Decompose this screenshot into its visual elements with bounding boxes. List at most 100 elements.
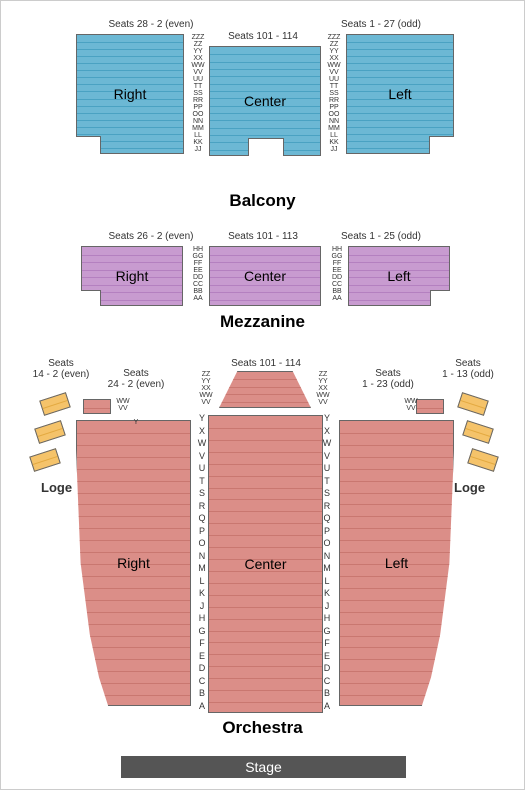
row-label-mezzanine-right-HH: HH [327,246,347,253]
row-label-balcony-left-OO: OO [188,111,208,118]
balcony-right-label: Right [114,86,147,102]
row-label-mezzanine-left-HH: HH [188,246,208,253]
row-label-orch-zz-left-ZZ: ZZ [196,371,216,378]
row-label-mezzanine-left-DD: DD [188,274,208,281]
row-label-balcony-right-SS: SS [324,90,344,97]
row-label-mezzanine-left-FF: FF [188,260,208,267]
balcony-center[interactable]: Center [209,46,321,156]
row-label-orch-main-right-Y: Y [321,415,333,422]
row-label-mezzanine-right-DD: DD [327,274,347,281]
row-label-balcony-right-ZZZ: ZZZ [324,34,344,41]
row-label-orch-main-right-H: H [321,615,333,622]
row-label-orch-main-right-W: W [321,440,333,447]
mezzanine-right-label: Right [116,268,149,284]
row-label-balcony-right-XX: XX [324,55,344,62]
seat-label-mezzanine-0: Seats 26 - 2 (even) [101,231,201,242]
balcony-center-label: Center [244,93,286,109]
loge-right-1[interactable] [462,420,494,444]
row-label-balcony-left-KK: KK [188,139,208,146]
row-label-orch-ww-left-WW: WW [113,398,133,405]
mezzanine-left-label: Left [387,268,410,284]
row-label-mezzanine-left-AA: AA [188,295,208,302]
row-label-balcony-left-UU: UU [188,76,208,83]
row-label-orch-main-left-N: N [196,553,208,560]
row-label-orch-main-left-T: T [196,478,208,485]
row-label-balcony-left-LL: LL [188,132,208,139]
row-label-balcony-left-ZZ: ZZ [188,41,208,48]
row-label-balcony-right-KK: KK [324,139,344,146]
orchestra-left-label: Left [385,555,408,571]
row-label-mezzanine-left-CC: CC [188,281,208,288]
row-label-orch-main-left-W: W [196,440,208,447]
row-label-balcony-left-YY: YY [188,48,208,55]
loge-label-right: Loge [454,480,485,495]
row-label-orch-main-left-B: B [196,690,208,697]
row-label-balcony-right-MM: MM [324,125,344,132]
row-label-orch-main-right-J: J [321,603,333,610]
row-label-orch-main-right-L: L [321,578,333,585]
mezzanine-right[interactable]: Right [81,246,183,306]
row-label-balcony-left-JJ: JJ [188,146,208,153]
orchestra-right[interactable]: Right [76,420,191,706]
row-label-orch-main-left-J: J [196,603,208,610]
row-label-orch-main-left-D: D [196,665,208,672]
row-label-orch-main-left-V: V [196,453,208,460]
row-label-orch-zz-right-WW: WW [313,392,333,399]
row-label-orch-main-right-V: V [321,453,333,460]
row-label-orch-main-left-F: F [196,640,208,647]
row-label-orch-main-left-M: M [196,565,208,572]
row-label-orch-main-right-C: C [321,678,333,685]
seat-label-orchestra-0: Seats 14 - 2 (even) [29,358,93,380]
row-label-mezzanine-left-GG: GG [188,253,208,260]
row-label-orch-main-left-K: K [196,590,208,597]
orchestra-center-rear[interactable] [219,371,311,408]
seat-label-balcony-1: Seats 101 - 114 [213,31,313,42]
row-label-orch-main-right-Q: Q [321,515,333,522]
row-label-orch-ww-right-WW: WW [401,398,421,405]
row-label-mezzanine-left-EE: EE [188,267,208,274]
row-label-mezzanine-right-EE: EE [327,267,347,274]
row-label-mezzanine-right-GG: GG [327,253,347,260]
row-label-orch-main-left-G: G [196,628,208,635]
row-label-orch-main-right-G: G [321,628,333,635]
seat-label-orchestra-4: Seats 1 - 13 (odd) [436,358,500,380]
row-label-balcony-left-XX: XX [188,55,208,62]
row-label-orch-main-left-Q: Q [196,515,208,522]
row-label-balcony-right-LL: LL [324,132,344,139]
loge-right-0[interactable] [457,392,489,416]
row-label-orch-main-right-X: X [321,428,333,435]
row-label-balcony-left-PP: PP [188,104,208,111]
mezzanine-center[interactable]: Center [209,246,321,306]
loge-left-2[interactable] [29,448,61,472]
row-label-balcony-right-RR: RR [324,97,344,104]
row-label-orch-zz-left-WW: WW [196,392,216,399]
row-label-orch-main-left-A: A [196,703,208,710]
mezzanine-left[interactable]: Left [348,246,450,306]
mezzanine-title: Mezzanine [1,312,524,332]
row-label-balcony-left-SS: SS [188,90,208,97]
row-label-orch-main-right-D: D [321,665,333,672]
balcony-right[interactable]: Right [76,34,184,154]
loge-left-1[interactable] [34,420,66,444]
orchestra-right-rear[interactable] [83,399,111,414]
row-label-balcony-right-PP: PP [324,104,344,111]
row-label-balcony-right-YY: YY [324,48,344,55]
orchestra-center[interactable]: Center [208,415,323,713]
seat-label-mezzanine-2: Seats 1 - 25 (odd) [331,231,431,242]
row-label-balcony-right-VV: VV [324,69,344,76]
loge-left-0[interactable] [39,392,71,416]
row-label-orch-zz-left-XX: XX [196,385,216,392]
row-label-orch-y-left-Y: Y [126,419,146,426]
seat-label-balcony-2: Seats 1 - 27 (odd) [331,19,431,30]
row-label-balcony-left-MM: MM [188,125,208,132]
row-label-orch-zz-right-YY: YY [313,378,333,385]
row-label-orch-main-right-E: E [321,653,333,660]
row-label-balcony-right-TT: TT [324,83,344,90]
row-label-orch-zz-left-VV: VV [196,399,216,406]
balcony-left[interactable]: Left [346,34,454,154]
seat-label-mezzanine-1: Seats 101 - 113 [213,231,313,242]
row-label-orch-main-left-P: P [196,528,208,535]
loge-right-2[interactable] [467,448,499,472]
orchestra-left[interactable]: Left [339,420,454,706]
row-label-balcony-right-UU: UU [324,76,344,83]
